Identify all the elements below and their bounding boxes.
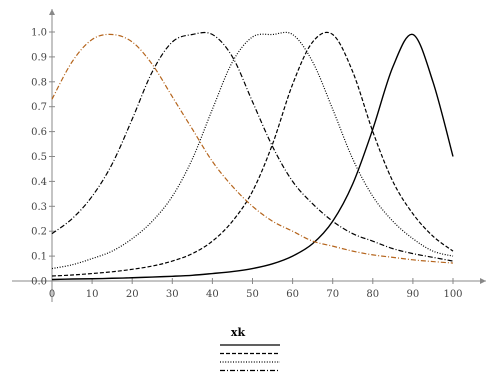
y-tick-label: 1.0 <box>31 28 47 39</box>
tick-labels: 0 10 20 30 40 50 60 70 80 90 100 0.0 0.1 0.2 0.3 0.4 0.5… <box>31 28 462 301</box>
x-tick-label: 10 <box>86 289 99 300</box>
x-tick-label: 0 <box>49 289 55 300</box>
x-tick-label: 60 <box>286 289 299 300</box>
x-tick-label: 100 <box>443 289 462 300</box>
series-lines <box>51 31 454 281</box>
x-axis-arrow <box>480 278 486 284</box>
series-line-5 <box>51 33 454 264</box>
series-line-4 <box>51 31 454 262</box>
y-tick-label: 0.2 <box>31 227 47 238</box>
y-axis-arrow <box>49 9 55 15</box>
y-tick-label: 0.3 <box>31 202 47 213</box>
series-line-2 <box>51 31 454 277</box>
x-tick-label: 70 <box>326 289 339 300</box>
y-tick-label: 0.6 <box>31 127 47 138</box>
y-tick-label: 0.8 <box>31 77 47 88</box>
series-line-1 <box>51 33 454 281</box>
y-tick-label: 0.9 <box>31 52 47 63</box>
tick-marks <box>49 31 454 284</box>
x-tick-label: 20 <box>126 289 139 300</box>
x-tick-label: 30 <box>166 289 179 300</box>
axes <box>12 9 486 302</box>
y-tick-label: 0.0 <box>31 277 47 288</box>
x-tick-label: 90 <box>407 289 420 300</box>
y-tick-label: 0.5 <box>31 152 47 163</box>
x-tick-label: 50 <box>246 289 259 300</box>
legend: xk <box>220 326 280 372</box>
x-tick-label: 80 <box>366 289 379 300</box>
x-tick-label: 40 <box>206 289 219 300</box>
legend-title: xk <box>231 326 246 339</box>
y-tick-label: 0.7 <box>31 102 47 113</box>
y-tick-label: 0.1 <box>31 252 47 263</box>
y-tick-label: 0.4 <box>31 177 47 188</box>
